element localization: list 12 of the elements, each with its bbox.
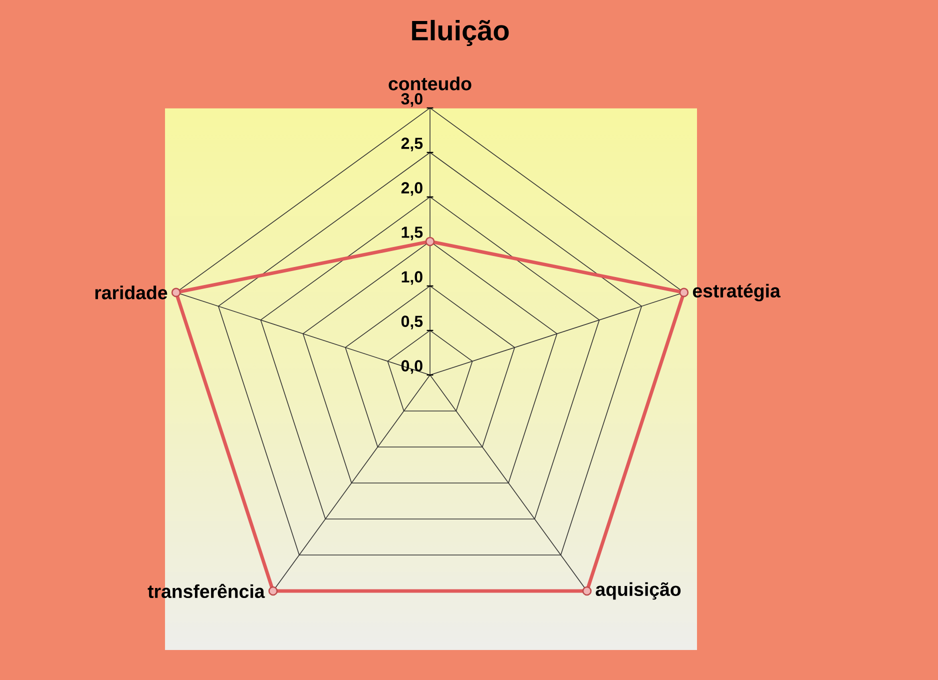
spoke-label: conteudo [388, 76, 472, 90]
y-tick-label: 1,0 [402, 271, 422, 285]
spoke-label: raridade [95, 286, 168, 300]
y-tick-label: 3,0 [401, 93, 422, 107]
spoke-label: estratégia [692, 284, 781, 302]
y-tick-label: 2,0 [401, 182, 422, 196]
chart-title: Eluição [412, 20, 509, 46]
y-tick-label: 0,5 [401, 316, 423, 330]
spoke-label: aquisição [596, 582, 681, 600]
y-tick-label: 1,5 [402, 226, 423, 240]
y-tick-label: 2,5 [401, 138, 423, 152]
spoke-label: transferência [148, 584, 265, 598]
